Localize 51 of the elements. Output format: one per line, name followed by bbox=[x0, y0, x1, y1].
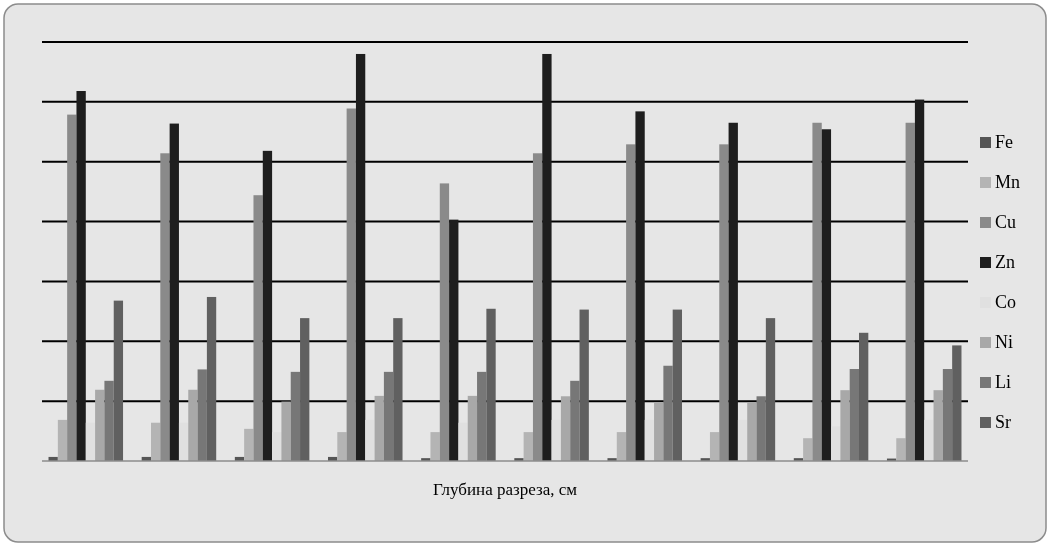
bar bbox=[477, 371, 487, 461]
bar bbox=[914, 99, 925, 461]
bar bbox=[337, 432, 347, 461]
bar bbox=[383, 371, 394, 461]
bar bbox=[57, 419, 68, 461]
bar bbox=[151, 422, 161, 461]
bar bbox=[197, 369, 207, 461]
bar bbox=[449, 219, 459, 461]
bar bbox=[616, 432, 627, 461]
bar bbox=[300, 318, 310, 461]
legend-label: Cu bbox=[995, 212, 1017, 232]
bar bbox=[113, 300, 124, 461]
bar bbox=[756, 396, 766, 461]
bar bbox=[849, 369, 859, 461]
bar bbox=[821, 129, 832, 461]
x-axis-title: Глубина разреза, см bbox=[432, 480, 578, 499]
bar bbox=[244, 428, 254, 461]
bar bbox=[672, 309, 682, 461]
legend-label: Mn bbox=[995, 172, 1021, 192]
bar bbox=[290, 371, 301, 461]
bar bbox=[355, 53, 366, 461]
legend-label: Sr bbox=[995, 412, 1012, 432]
legend-label: Co bbox=[995, 292, 1017, 312]
bar bbox=[486, 308, 496, 461]
bar bbox=[430, 432, 440, 461]
bar bbox=[859, 332, 869, 461]
bar bbox=[840, 390, 850, 461]
bar bbox=[635, 111, 645, 461]
bar bbox=[728, 122, 738, 461]
bar bbox=[104, 380, 114, 461]
bar bbox=[206, 296, 217, 461]
bar bbox=[942, 369, 953, 461]
bar bbox=[76, 91, 86, 461]
bar bbox=[169, 123, 179, 461]
bar bbox=[542, 53, 552, 461]
bar bbox=[803, 438, 813, 461]
bar bbox=[281, 401, 291, 461]
bar bbox=[570, 380, 580, 461]
legend-label: Zn bbox=[995, 252, 1015, 272]
bar bbox=[952, 345, 962, 461]
bar bbox=[765, 318, 776, 461]
bar bbox=[262, 150, 273, 461]
bar bbox=[579, 309, 589, 461]
bar bbox=[896, 438, 906, 461]
legend-label: Li bbox=[995, 372, 1011, 392]
bar bbox=[523, 432, 533, 461]
legend-label: Ni bbox=[995, 332, 1013, 352]
bar bbox=[709, 432, 720, 461]
bar bbox=[663, 365, 673, 461]
legend-label: Fe bbox=[995, 132, 1014, 152]
bar bbox=[393, 318, 403, 461]
